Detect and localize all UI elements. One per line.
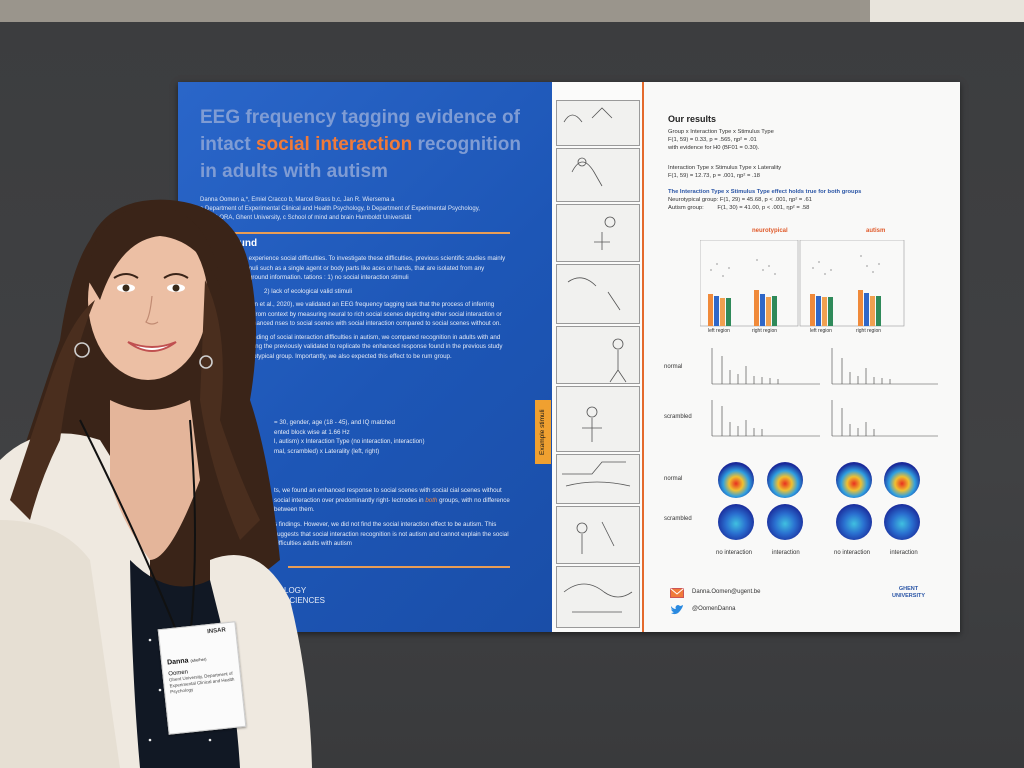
results-summary: ts, we found an enhanced response to soc… (274, 486, 514, 515)
topography-maps (718, 462, 920, 540)
stimuli-line-drawings (562, 107, 633, 613)
stat-line-5: F(1, 59) = 12.73, p = .001, ηp² = .18 (668, 173, 761, 179)
stat-8-value: F(1, 30) = 41.00, p < .001, ηp² = .58 (717, 205, 810, 211)
title-highlight: social interaction (255, 134, 413, 155)
title-intact: intact (200, 134, 256, 155)
stat-line-3: with evidence for H0 (BF01 = 0.30). (668, 145, 760, 151)
ghent-university-logo: GHENT UNIVERSITY (892, 586, 925, 600)
twitter-handle[interactable]: @OomenDanna (692, 606, 736, 612)
scatter-dots (710, 255, 880, 277)
results-heading: Our results (668, 114, 717, 124)
faculty-logo-text: LOGY SCIENCES (284, 586, 325, 606)
stimulus-sketch (556, 566, 640, 628)
stat-line-1: Group x Interaction Type x Stimulus Type (668, 129, 774, 135)
stat-line-8: Autism group: F(1, 30) = 41.00, p < .001… (668, 204, 958, 212)
background-text: ple with autism experience social diffic… (206, 254, 506, 365)
col-interaction-nt: interaction (772, 550, 800, 556)
stimulus-sketch (556, 264, 640, 324)
ceiling (0, 0, 1024, 22)
ghent-line-2: UNIVERSITY (892, 593, 926, 599)
email-icon (670, 588, 684, 598)
col-interaction-au: interaction (890, 550, 918, 556)
badge-first-name: Danna (166, 657, 189, 667)
title-recognition: recognition (412, 134, 521, 155)
example-stimuli-tab: Example stimuli (535, 400, 551, 464)
badge-logo: INSAR (206, 627, 227, 636)
affiliation-2: * EXPLORA, Ghent University, c School of… (200, 215, 412, 221)
stat-7-label: Neurotypical group: (668, 197, 719, 203)
bar-chart (700, 240, 905, 327)
authors-block: Danna Oomen a,*, Emiel Cracco b, Marcel … (200, 196, 550, 223)
authors-line: Danna Oomen a,*, Emiel Cracco b, Marcel … (200, 197, 395, 203)
title-line-3: in adults with autism (200, 161, 388, 182)
bg-paragraph-2: ious study (Oomen et al., 2020), we vali… (206, 301, 502, 327)
col-no-interaction-au: no interaction (834, 550, 871, 556)
results-summary-1: ts, we found an enhanced response to soc… (274, 487, 502, 504)
stat-line-7: Neurotypical group: F(1, 29) = 45.68, p … (668, 196, 958, 204)
stat-8-label: Autism group: (668, 205, 704, 211)
logo-line-2: SCIENCES (284, 596, 325, 605)
stimulus-sketch (556, 204, 640, 262)
ceiling-light-area (870, 0, 1024, 22)
col-no-interaction-nt: no interaction (716, 550, 753, 556)
stats-block-2: Interaction Type x Stimulus Type x Later… (668, 164, 781, 180)
stimulus-sketch (556, 386, 640, 452)
stimulus-sketch (556, 148, 640, 202)
twitter-icon (671, 605, 683, 615)
bg-paragraph-1: ple with autism experience social diffic… (206, 255, 506, 281)
row-label-scrambled-topo: scrambled (664, 516, 692, 522)
chart-head-autism: autism (866, 228, 886, 234)
bar-group (708, 290, 881, 326)
title-line-1: EEG frequency tagging evidence of (200, 107, 520, 128)
row-label-scrambled-spectrum: scrambled (664, 414, 692, 420)
region-left-nt: left region (708, 328, 730, 334)
poster-title: EEG frequency tagging evidence of intact… (200, 104, 550, 185)
email-address[interactable]: Danna.Oomen@ugent.be (692, 589, 761, 595)
example-stimuli-strip (552, 82, 644, 632)
region-right-au: right region (856, 328, 882, 334)
conclusion-text: s findings. However, we did not find the… (274, 521, 509, 547)
chart-head-neurotypical: neurotypical (752, 228, 788, 234)
bg-paragraph-1b: 2) lack of ecological valid stimuli (264, 287, 353, 295)
stat-line-4: Interaction Type x Stimulus Type x Later… (668, 165, 782, 171)
row-label-normal-topo: normal (664, 476, 683, 482)
results-panel: Our results Group x Interaction Type x S… (644, 82, 960, 632)
stimulus-sketch (556, 326, 640, 384)
stat-line-6: The Interaction Type x Stimulus Type eff… (668, 189, 862, 195)
affiliation-1: a Department of Experimental Clinical an… (200, 206, 480, 212)
method-line-3: l, autism) x Interaction Type (no intera… (274, 438, 425, 445)
name-badge: INSAR Danna (she/her) Oomen Ghent Univer… (157, 621, 247, 735)
bg-paragraph-3: ther our understanding of social interac… (206, 333, 503, 360)
presenter-person (0, 199, 312, 768)
badge-pronoun: (she/her) (190, 656, 207, 664)
bottom-divider (288, 566, 510, 568)
region-left-au: left region (810, 328, 832, 334)
results-summary-both: both (425, 496, 438, 504)
ghent-line-1: GHENT (898, 586, 919, 592)
row-label-normal-spectrum: normal (664, 364, 683, 370)
method-line-1: = 30, gender, age (18 - 45), and IQ matc… (274, 419, 395, 426)
stats-block-3: The Interaction Type x Stimulus Type eff… (668, 188, 958, 212)
method-line-2: ented block wise at 1.66 Hz (274, 428, 350, 436)
methods-text: = 30, gender, age (18 - 45), and IQ matc… (274, 418, 534, 456)
method-line-4: mal, scrambled) x Laterality (left, righ… (274, 447, 380, 455)
stats-block-1: Group x Interaction Type x Stimulus Type… (668, 128, 774, 152)
logo-line-1: LOGY (284, 586, 307, 595)
stat-7-value: F(1, 29) = 45.68, p < .001, ηp² = .61 (719, 197, 812, 203)
badge-name: Danna (she/her) (167, 655, 207, 666)
stat-line-2: F(1, 59) = 0.33, p = .565, ηp² = .01 (668, 137, 757, 143)
badge-details: Oomen Ghent University, Department of Ex… (168, 665, 236, 696)
title-divider (200, 232, 510, 234)
research-poster: EEG frequency tagging evidence of intact… (178, 82, 960, 632)
frequency-spectra (711, 348, 938, 437)
stimulus-sketch (556, 506, 640, 564)
stimulus-sketch (556, 100, 640, 146)
region-right-nt: right region (752, 328, 778, 334)
results-summary-2: groups, with no difference between them. (274, 496, 510, 514)
